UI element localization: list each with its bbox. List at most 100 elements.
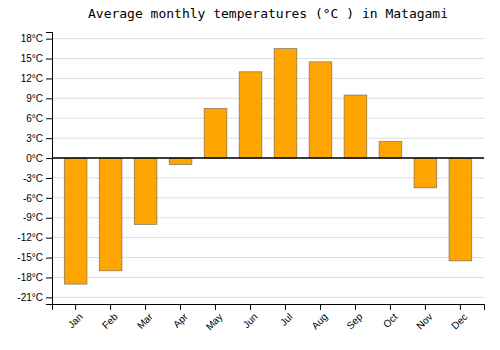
x-tick-label: Jul [278,311,295,328]
x-tick-label: Aug [309,311,329,331]
x-tick: Oct [381,304,400,330]
y-tick-label: -9°C [23,212,43,223]
x-tick-mark [215,304,216,310]
grid-line [52,58,484,59]
y-tick-label: 3°C [26,133,43,144]
bar [344,95,367,158]
x-tick: Sep [344,304,365,331]
x-tick-label: Apr [171,311,190,330]
x-tick-mark [425,304,426,310]
x-tick-mark [285,304,286,310]
x-tick: Jan [66,304,85,330]
y-tick: -3°C [23,173,52,184]
y-tick-label: -6°C [23,193,43,204]
x-tick-mark [390,304,391,310]
y-tick-label: 6°C [26,113,43,124]
y-tick-label: 18°C [21,33,43,44]
grid-line [52,78,484,79]
y-tick-mark [46,238,52,239]
bar [134,158,157,224]
y-tick-mark [46,258,52,259]
y-tick-label: 9°C [26,93,43,104]
x-tick-label: Oct [381,311,400,330]
x-tick-mark [250,304,251,310]
x-tick: Jun [241,304,260,330]
bar [99,158,122,271]
bar [379,141,402,158]
y-tick: 12°C [21,73,52,84]
bar [449,158,472,261]
y-axis-line [46,33,53,305]
grid [52,39,484,298]
y-tick: 3°C [26,133,52,144]
x-tick-mark [320,304,321,310]
y-tick-mark [46,218,52,219]
x-tick-label: Feb [100,311,120,331]
y-tick-mark [46,277,52,278]
x-tick: Jul [278,304,295,328]
y-tick-label: -21°C [17,292,43,303]
x-tick-label: Jan [66,311,85,330]
zero-line [52,157,484,159]
bar [64,158,87,284]
grid-line [52,297,484,298]
bar [239,72,262,158]
y-tick: -6°C [23,193,52,204]
y-tick-mark [46,78,52,79]
y-tick-mark [46,59,52,60]
x-tick-label: Sep [344,311,365,332]
y-tick: -9°C [23,212,52,223]
x-tick-mark [145,304,146,310]
y-tick: 0°C [26,153,52,164]
grid-line [52,118,484,119]
y-tick-label: -3°C [23,173,43,184]
x-tick-label: Dec [449,311,469,331]
grid-line [52,98,484,99]
x-tick-label: May [204,311,225,332]
x-tick: Nov [414,304,434,331]
grid-line [52,138,484,139]
grid-line [52,38,484,39]
y-tick-mark [46,297,52,298]
y-tick: -15°C [17,252,52,263]
bar [309,62,332,158]
x-tick-label: Nov [414,311,434,331]
x-tick: Aug [309,304,329,331]
x-tick-label: Mar [135,311,155,331]
x-tick: Feb [100,304,120,331]
x-tick-label: Jun [241,311,260,330]
x-tick-mark [460,304,461,310]
x-axis-line [53,305,485,311]
y-tick: -21°C [17,292,52,303]
y-tick: 9°C [26,93,52,104]
x-tick-mark [110,304,111,310]
grid-line [52,158,484,159]
bar [274,49,297,158]
y-tick-mark [46,39,52,40]
y-tick-label: 12°C [21,73,43,84]
y-tick-mark [46,198,52,199]
x-tick: Apr [171,304,190,330]
x-axis: Jan Feb Mar Apr May Jun Jul Aug Sep Oct Nov Dec [53,304,485,332]
y-tick-label: -18°C [17,272,43,283]
chart: -21°C -18°C -15°C -12°C -9°C -6°C -3°C 0°C 3°C 6°… [0,0,500,350]
x-tick-mark [355,304,356,310]
x-tick-mark [180,304,181,310]
y-tick-mark [46,118,52,119]
title: Average monthly temperatures (°C ) in Ma… [88,6,448,21]
grid-line [52,277,484,278]
y-tick: -18°C [17,272,52,283]
y-tick-mark [46,158,52,159]
plot-area [52,49,484,285]
y-tick-mark [46,178,52,179]
y-tick-label: 0°C [26,153,43,164]
y-tick: 15°C [21,53,52,64]
y-tick-label: -12°C [17,232,43,243]
bar [169,158,192,165]
x-tick-mark [75,304,76,310]
bar [204,108,227,158]
y-tick: 18°C [21,33,52,44]
y-tick-mark [46,98,52,99]
bar [414,158,437,188]
x-tick: May [204,304,225,332]
